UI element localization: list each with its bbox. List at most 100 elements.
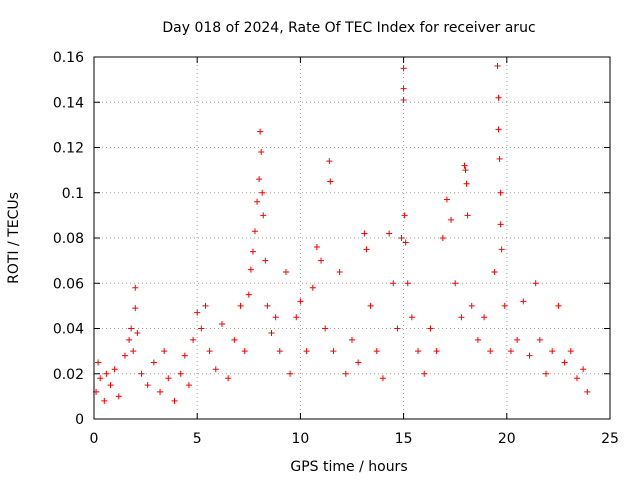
data-point [185, 382, 192, 389]
data-point [400, 96, 407, 103]
data-point [555, 302, 562, 309]
data-point [115, 393, 122, 400]
data-point [495, 126, 502, 133]
y-tick-label: 0.16 [53, 50, 84, 66]
data-point [237, 302, 244, 309]
data-point [584, 388, 591, 395]
axis-ticks: 0 5 10 15 20 25 0 0.02 0.04 0.06 0.08 0.1 0.12 0.14 0.… [53, 50, 619, 447]
data-point [282, 268, 289, 275]
data-point [202, 302, 209, 309]
data-point [251, 228, 258, 235]
data-point [394, 325, 401, 332]
data-point [231, 336, 238, 343]
data-point [342, 370, 349, 377]
data-point [373, 348, 380, 355]
data-point [443, 196, 450, 203]
data-point [491, 268, 498, 275]
data-point [157, 388, 164, 395]
data-point [256, 176, 263, 183]
data-point [126, 336, 133, 343]
data-point [386, 230, 393, 237]
x-tick-label: 5 [193, 431, 202, 447]
data-point [165, 375, 172, 382]
data-point [181, 352, 188, 359]
data-point [177, 370, 184, 377]
data-point [536, 336, 543, 343]
data-point [573, 375, 580, 382]
data-point [415, 348, 422, 355]
data-point [464, 212, 471, 219]
y-tick-label: 0.12 [53, 141, 84, 157]
data-point [494, 63, 501, 70]
data-point [144, 382, 151, 389]
data-point [130, 348, 137, 355]
y-tick-label: 0.14 [53, 95, 84, 111]
data-point [549, 348, 556, 355]
data-point [439, 235, 446, 241]
data-point [198, 325, 205, 332]
y-tick-label: 0.1 [62, 186, 84, 202]
data-point [452, 280, 459, 287]
data-point [567, 348, 574, 355]
data-point [297, 298, 304, 305]
data-point [322, 325, 329, 332]
data-point [400, 85, 407, 92]
data-point [474, 336, 481, 343]
data-point [398, 235, 405, 241]
data-point [121, 352, 128, 359]
data-point [194, 309, 201, 316]
data-point [496, 155, 503, 162]
data-point [400, 65, 407, 72]
data-point [276, 348, 283, 355]
data-point [462, 167, 469, 174]
data-point [264, 302, 271, 309]
data-point [401, 212, 408, 219]
data-point [190, 336, 197, 343]
data-point [355, 359, 362, 366]
chart-title: Day 018 of 2024, Rate Of TEC Index for r… [162, 20, 535, 36]
data-point [111, 366, 118, 373]
data-point [501, 302, 508, 309]
y-axis-label: ROTI / TECUs [6, 192, 22, 284]
data-point [107, 382, 114, 389]
data-point [247, 266, 254, 273]
data-point [245, 291, 252, 298]
data-point [257, 128, 264, 135]
data-point [468, 302, 475, 309]
data-point [218, 320, 225, 327]
data-point [507, 348, 514, 355]
data-point [390, 280, 397, 287]
data-point [212, 366, 219, 373]
data-point [433, 348, 440, 355]
x-tick-label: 0 [90, 431, 99, 447]
y-tick-label: 0.08 [53, 231, 84, 247]
data-point [272, 314, 279, 321]
data-point [561, 359, 568, 366]
data-point [293, 314, 300, 321]
data-point [258, 149, 265, 156]
data-point [134, 330, 141, 337]
data-point [402, 239, 409, 246]
data-point [150, 359, 157, 366]
plot-frame [93, 56, 611, 420]
y-tick-label: 0 [75, 412, 84, 428]
y-tick-label: 0.06 [53, 276, 84, 292]
data-point [327, 178, 334, 185]
y-tick-label: 0.02 [53, 367, 84, 383]
data-point [225, 375, 232, 382]
data-point [495, 94, 502, 101]
data-point [101, 397, 108, 404]
data-point [254, 198, 261, 205]
x-axis-label: GPS time / hours [290, 459, 407, 475]
data-point [408, 314, 415, 321]
data-point [313, 244, 320, 251]
data-point [404, 280, 411, 287]
data-point [103, 370, 110, 377]
data-points [93, 63, 591, 404]
data-point [463, 180, 470, 187]
data-point [161, 348, 168, 355]
data-point [132, 305, 139, 312]
data-point [379, 375, 386, 382]
data-point [487, 348, 494, 355]
data-point [543, 370, 550, 377]
